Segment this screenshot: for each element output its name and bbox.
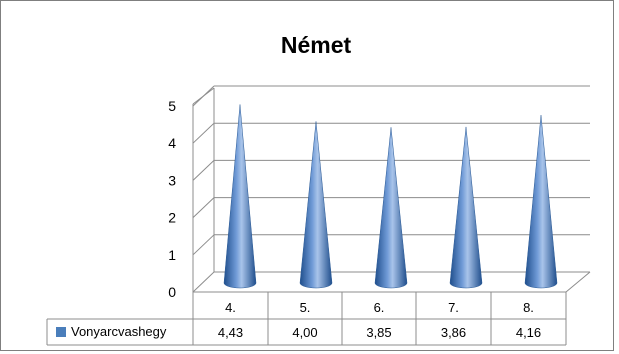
- category-label: 8.: [523, 300, 534, 315]
- y-tick-label: 3: [168, 172, 176, 188]
- category-label: 4.: [225, 300, 236, 315]
- cone-bar: [524, 115, 558, 289]
- floor-left-edge: [192, 271, 215, 293]
- gridline-side: [192, 234, 215, 256]
- cone-body: [524, 115, 558, 289]
- cone-body: [223, 104, 257, 289]
- category-label: 5.: [300, 300, 311, 315]
- cone-body: [449, 126, 483, 289]
- gridline-side: [192, 122, 215, 144]
- y-tick-label: 2: [168, 210, 176, 226]
- category-label: 7.: [448, 300, 459, 315]
- y-axis-ticks: 0 1 2 3 4 5: [168, 98, 176, 300]
- floor-right-edge: [565, 271, 591, 293]
- cone-bar: [299, 121, 333, 289]
- y-tick-label: 0: [168, 284, 176, 300]
- table-cells: 4. 4,43 5. 4,00 6. 3,85 7. 3,86 8. 4,16: [192, 292, 567, 345]
- y-tick-label: 4: [168, 135, 176, 151]
- cone-bar: [374, 127, 408, 289]
- legend-swatch: [56, 327, 66, 337]
- gridline-side: [192, 197, 215, 218]
- gridlines: [192, 85, 590, 293]
- data-value-label: 4,43: [218, 325, 243, 340]
- cone-bar: [449, 126, 483, 289]
- data-value-label: 4,16: [516, 325, 541, 340]
- data-table: Vonyarcvashegy: [46, 291, 566, 346]
- cone-body: [374, 127, 408, 289]
- cone-bar: [223, 104, 257, 289]
- y-tick-label: 1: [168, 247, 176, 263]
- data-value-label: 3,85: [366, 325, 391, 340]
- cone-body: [299, 121, 333, 289]
- data-value-label: 3,86: [441, 325, 466, 340]
- gridline-side: [192, 85, 215, 107]
- chart-title: Német: [281, 32, 352, 58]
- legend-series-name: Vonyarcvashegy: [71, 324, 167, 339]
- data-value-label: 4,00: [292, 325, 317, 340]
- cones: [223, 104, 558, 289]
- y-tick-label: 5: [168, 98, 176, 114]
- gridline-side: [192, 160, 215, 181]
- category-label: 6.: [374, 300, 385, 315]
